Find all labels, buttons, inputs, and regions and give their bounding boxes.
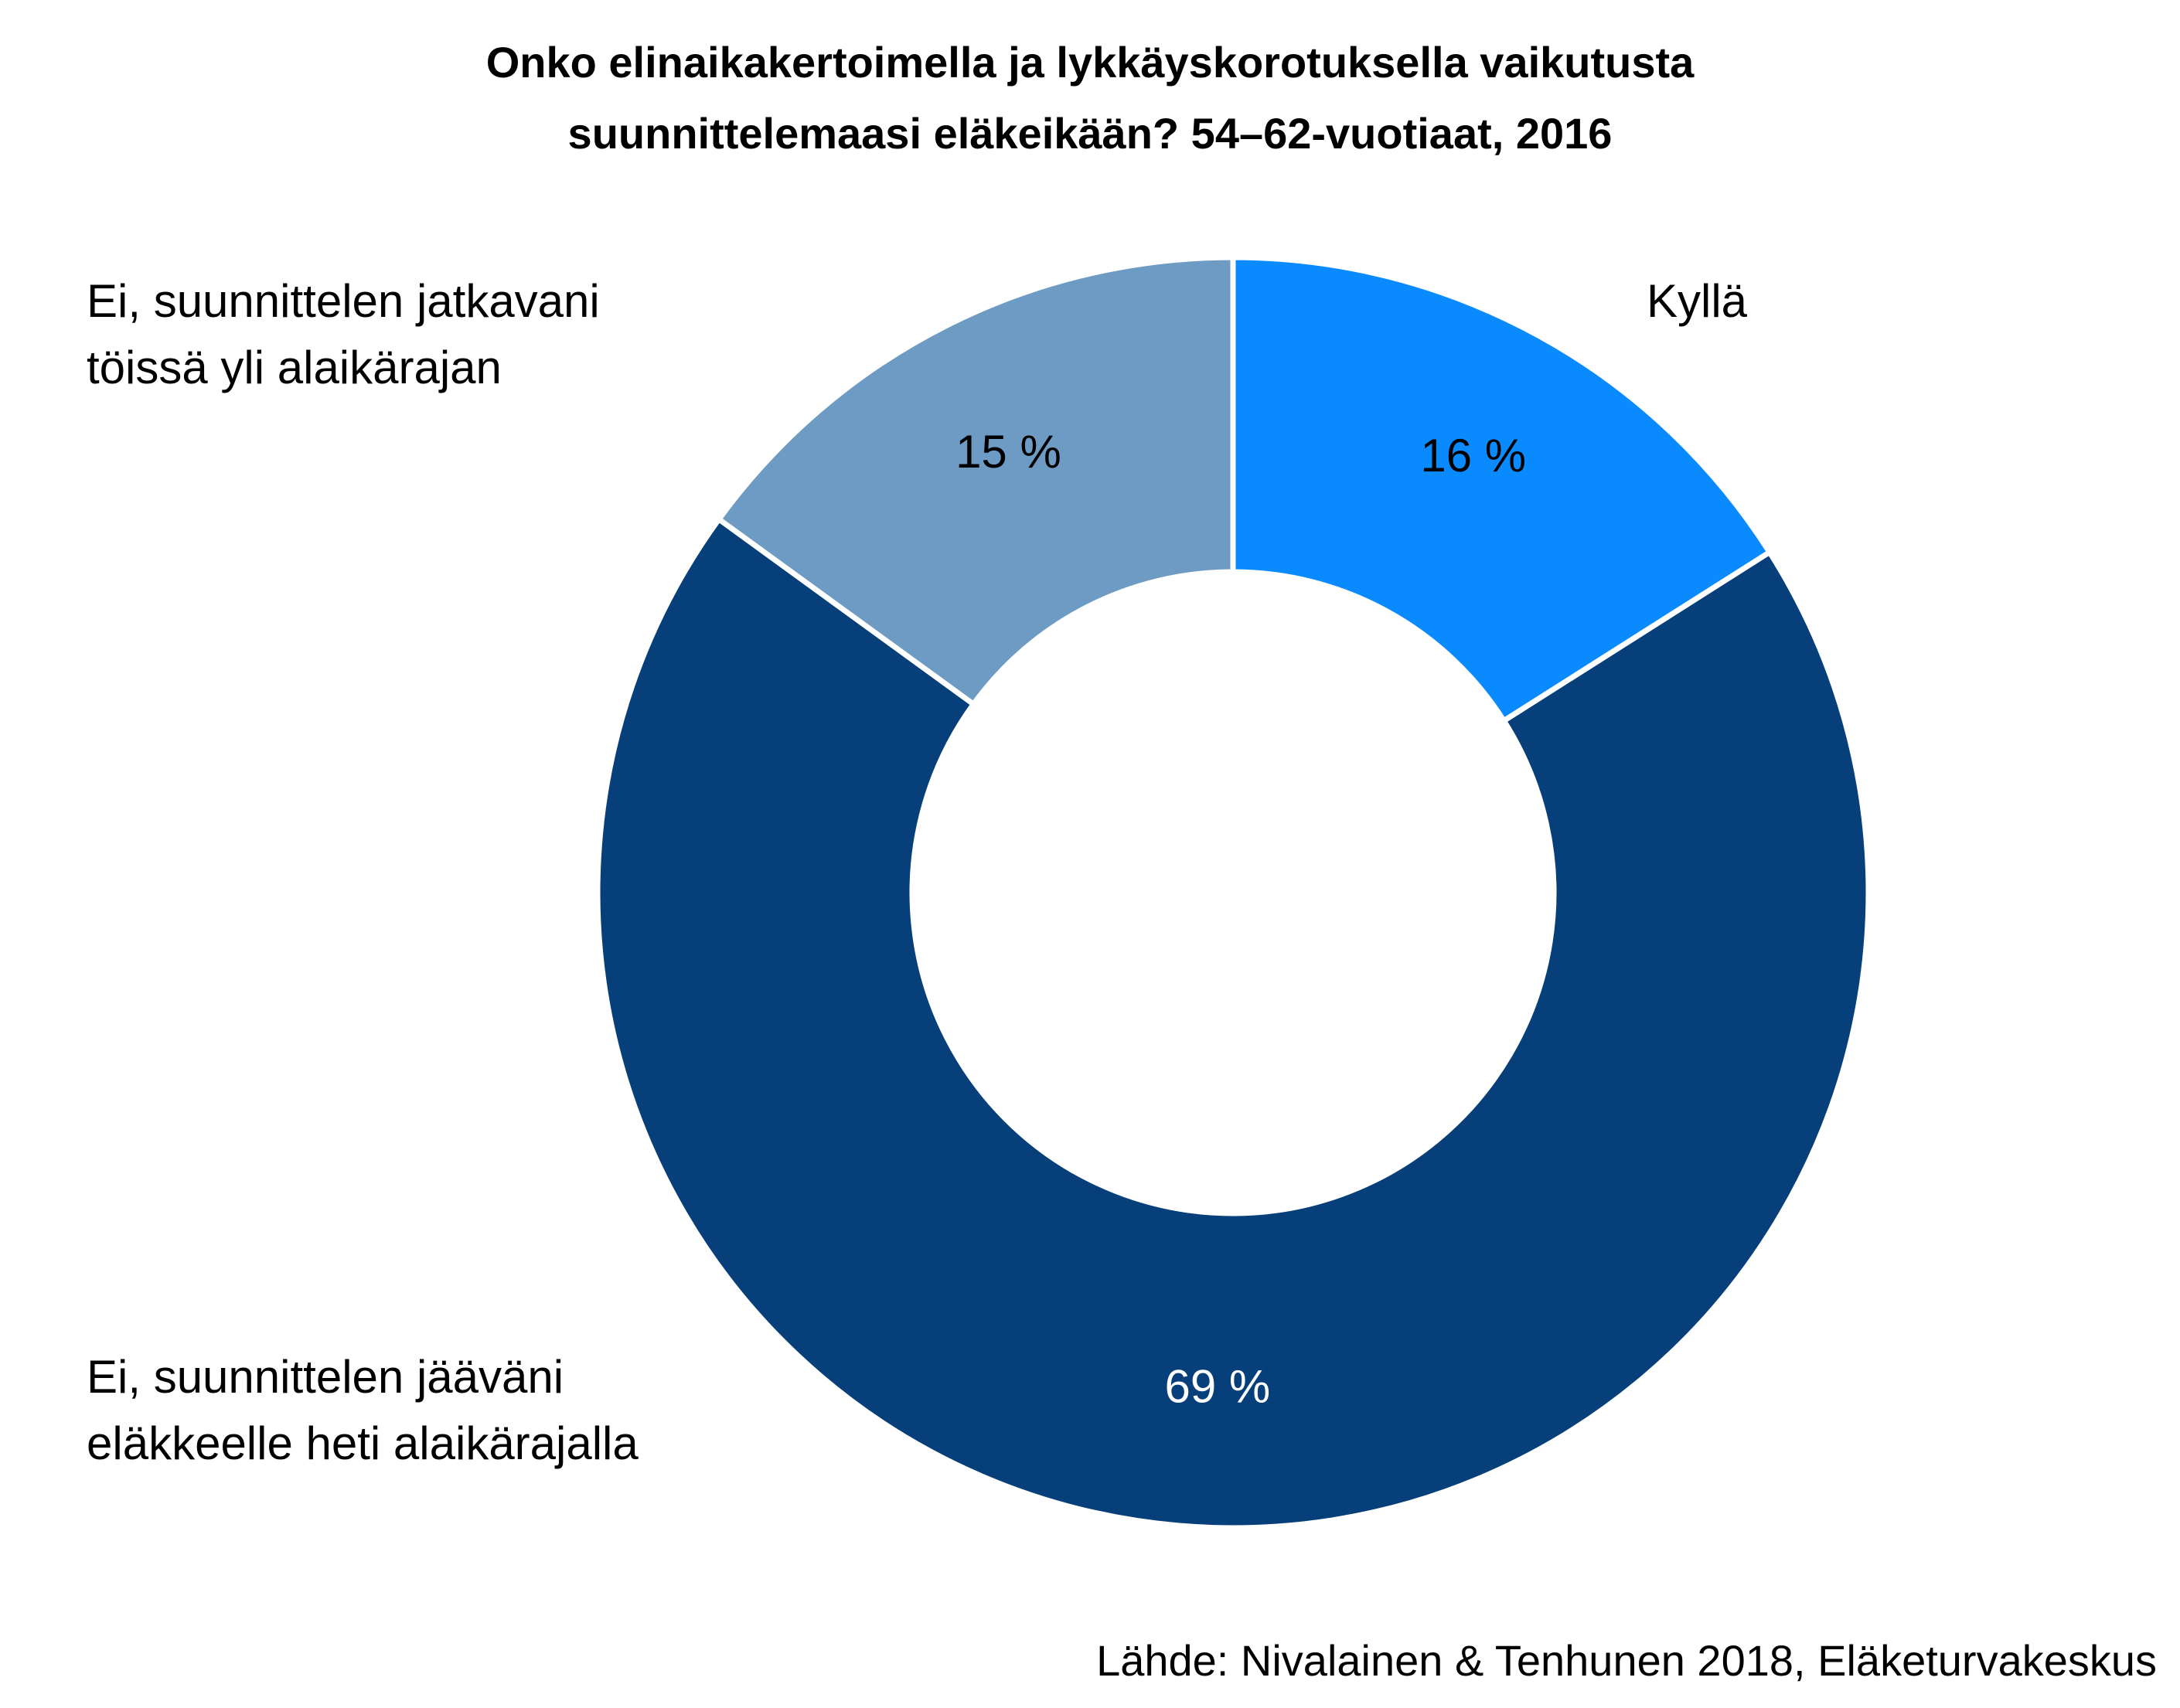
category-label-kyll: Kyllä [1647, 275, 1748, 327]
category-label-line: Ei, suunnittelen jatkavani [87, 275, 600, 327]
donut-slices [594, 254, 1872, 1531]
data-label-kyll: 16 % [1420, 430, 1526, 481]
source-note: Lähde: Nivalainen & Tenhunen 2018, Eläke… [1096, 1636, 2157, 1685]
category-label-ei-suunnittelen-j-v-ni-el-kkeelle-heti-a: Ei, suunnittelen jääväni eläkkeelle heti … [87, 1351, 639, 1469]
category-label-line: eläkkeelle heti alaikärajalla [87, 1417, 639, 1469]
category-label-line: Kyllä [1647, 275, 1748, 327]
category-labels: Kyllä Ei, suunnittelen jääväni eläkkeelle … [87, 275, 1748, 1469]
donut-slice-ei-suunnittelen-jatkavani-t-iss-yli-alai [715, 254, 1236, 708]
donut-slice-kyll [1230, 254, 1773, 725]
data-label-ei-suunnittelen-jatkavani-t-iss-yli-alai: 15 % [955, 426, 1061, 478]
chart-title: Onko elinaikakertoimella ja lykkäyskorot… [486, 38, 1695, 158]
chart-title-line-2: suunnittelemaasi eläkeikään? 54–62-vuoti… [568, 109, 1613, 158]
category-label-line: töissä yli alaikärajan [87, 342, 502, 393]
data-labels: 16 % 69 % 15 % [955, 426, 1526, 1413]
category-label-line: Ei, suunnittelen jääväni [87, 1351, 564, 1403]
data-label-ei-suunnittelen-j-v-ni-el-kkeelle-heti-a: 69 % [1165, 1361, 1271, 1413]
chart-title-line-1: Onko elinaikakertoimella ja lykkäyskorot… [486, 38, 1695, 87]
donut-slice-ei-suunnittelen-j-v-ni-el-kkeelle-heti-a [594, 515, 1872, 1531]
category-label-ei-suunnittelen-jatkavani-t-iss-yli-alai: Ei, suunnittelen jatkavani töissä yli ala… [87, 275, 600, 393]
